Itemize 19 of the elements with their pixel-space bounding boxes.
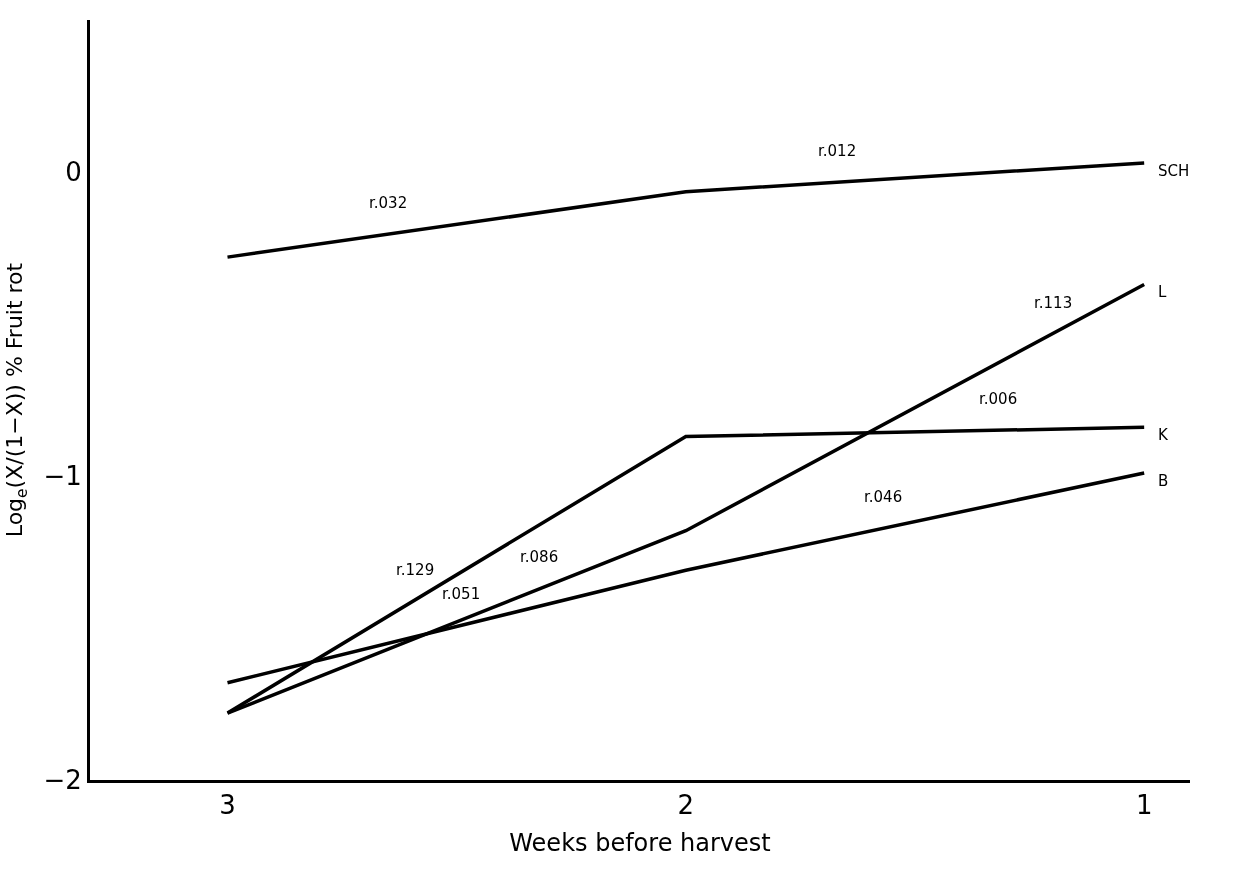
series-label: B xyxy=(1158,472,1169,490)
annotation: r.086 xyxy=(520,548,559,566)
x-tick-label: 2 xyxy=(677,790,695,821)
annotation: r.012 xyxy=(818,142,857,160)
annotation: r.051 xyxy=(442,585,481,603)
series-label: SCH xyxy=(1158,162,1190,180)
annotation: r.129 xyxy=(396,561,435,579)
y-tick-label: −2 xyxy=(43,765,82,796)
x-axis-title: Weeks before harvest xyxy=(509,828,771,857)
annotation: r.032 xyxy=(369,194,408,212)
y-tick-label: 0 xyxy=(65,157,82,188)
annotation: r.006 xyxy=(979,390,1018,408)
annotation: r.113 xyxy=(1034,294,1073,312)
x-tick-label: 1 xyxy=(1135,790,1153,821)
y-tick-label: −1 xyxy=(43,461,82,492)
series-label: L xyxy=(1158,283,1167,301)
x-tick-label: 3 xyxy=(219,790,236,821)
series-label: K xyxy=(1158,426,1169,444)
annotation: r.046 xyxy=(864,488,903,506)
